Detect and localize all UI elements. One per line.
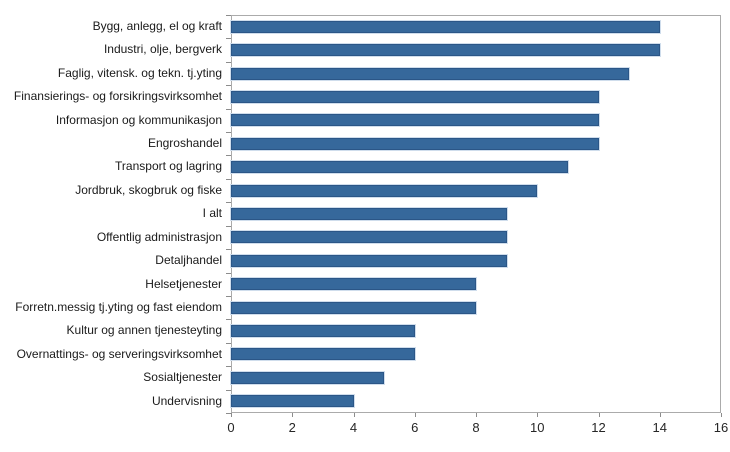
- y-axis-tick: [226, 15, 231, 16]
- x-axis-tick-label: 10: [530, 420, 545, 435]
- category-label: Helsetjenester: [145, 276, 222, 291]
- bar: [231, 395, 354, 408]
- x-axis-tick: [292, 413, 294, 417]
- x-axis-tick: [476, 413, 477, 417]
- category-label: Faglig, vitensk. og tekn. tj.yting: [57, 65, 222, 80]
- category-label: Overnattings- og serveringsvirksomhet: [16, 346, 222, 361]
- category-label: Engroshandel: [147, 136, 222, 151]
- x-axis-tick: [414, 413, 416, 417]
- y-axis-tick: [226, 61, 231, 63]
- x-axis-tick-label: 0: [227, 420, 235, 435]
- x-axis-tick: [353, 413, 355, 417]
- y-axis-tick: [226, 85, 231, 87]
- bar: [231, 278, 476, 291]
- bar: [231, 348, 415, 361]
- bar: [231, 20, 660, 33]
- x-axis-tick: [659, 413, 661, 417]
- x-axis-tick-label: 4: [349, 420, 358, 435]
- category-label: Industri, olje, bergverk: [103, 42, 222, 57]
- y-axis-tick: [226, 319, 231, 321]
- bar: [231, 254, 507, 267]
- y-axis-tick: [226, 178, 231, 180]
- y-axis-tick: [226, 202, 231, 204]
- x-axis-tick-label: 14: [652, 420, 667, 435]
- bar: [231, 161, 568, 174]
- y-axis-tick: [226, 38, 231, 40]
- category-label: Transport og lagring: [115, 159, 222, 174]
- x-axis-tick-label: 8: [472, 420, 480, 435]
- bar: [231, 90, 599, 103]
- y-axis-tick: [226, 272, 231, 274]
- y-axis-tick: [226, 225, 231, 227]
- bar: [231, 231, 507, 244]
- bar: [231, 114, 599, 127]
- x-axis-tick-label: 12: [591, 420, 606, 435]
- x-axis-tick-label: 16: [713, 420, 729, 435]
- y-axis-tick: [226, 413, 231, 414]
- y-axis-tick: [226, 389, 231, 391]
- y-axis-tick: [226, 108, 231, 110]
- y-axis-tick: [226, 295, 231, 297]
- category-label: Sosialtjenester: [143, 370, 222, 385]
- category-label: Informasjon og kommunikasjon: [55, 112, 222, 127]
- category-label: Forretn.messig tj.yting og fast eiendom: [15, 299, 222, 314]
- category-label: Bygg, anlegg, el og kraft: [92, 19, 222, 33]
- category-label: Jordbruk, skogbruk og fiske: [75, 182, 222, 197]
- category-label: I alt: [202, 206, 222, 221]
- bar: [231, 301, 476, 314]
- category-label: Offentlig administrasjon: [96, 229, 222, 244]
- x-axis-tick: [231, 413, 232, 417]
- x-axis-tick: [537, 413, 539, 417]
- category-label: Kultur og annen tjenesteyting: [66, 323, 222, 338]
- bar: [231, 371, 385, 384]
- y-axis-tick: [226, 249, 231, 251]
- category-label: Undervisning: [151, 393, 222, 408]
- x-axis-tick: [721, 413, 722, 417]
- y-axis-tick: [226, 155, 231, 157]
- category-label: Detaljhandel: [155, 253, 222, 268]
- y-axis-tick: [226, 132, 231, 134]
- y-axis-tick: [226, 366, 231, 368]
- bar: [231, 137, 599, 150]
- y-axis-tick: [226, 342, 231, 344]
- bar: [231, 184, 538, 197]
- category-label: Finansierings- og forsikringsvirksomhet: [13, 89, 222, 104]
- bar: [231, 208, 507, 220]
- x-axis-tick-label: 6: [411, 420, 419, 435]
- bar: [231, 325, 415, 338]
- bar: [231, 44, 660, 57]
- bar: [231, 67, 630, 80]
- x-axis-tick: [598, 413, 600, 417]
- x-axis-tick-label: 2: [288, 420, 296, 435]
